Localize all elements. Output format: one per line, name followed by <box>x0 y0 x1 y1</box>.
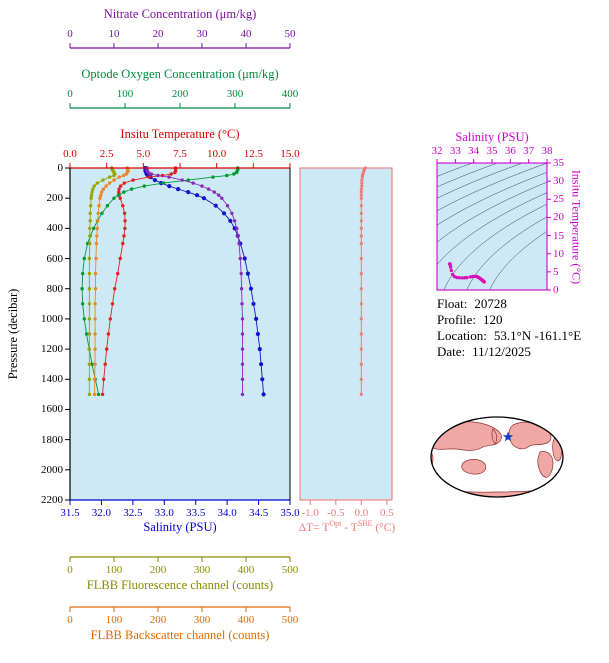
profile-plot-area <box>70 168 290 500</box>
world-map <box>430 416 564 498</box>
ts-markers <box>448 262 486 284</box>
info-profile-value: 120 <box>483 312 503 327</box>
info-date: Date: 11/12/2025 <box>437 344 531 360</box>
info-date-label: Date: <box>437 344 466 359</box>
profile-markers-oxygen <box>80 166 240 397</box>
info-profile: Profile: 120 <box>437 312 503 328</box>
map-continent-australia <box>461 459 487 475</box>
nitrate-axis-title: Nitrate Concentration (μm/kg) <box>103 7 257 21</box>
profile-markers-backscatter <box>92 166 130 397</box>
info-float: Float: 20728 <box>437 296 507 312</box>
info-location-label: Location: <box>437 328 487 343</box>
delta-t-plot-area <box>300 168 392 500</box>
float-location-star <box>502 431 514 442</box>
oxygen-axis-title: Optode Oxygen Concentration (μm/kg) <box>81 67 279 81</box>
info-float-label: Float: <box>437 296 468 311</box>
backscatter-axis-title: FLBB Backscatter channel (counts) <box>90 628 270 642</box>
delta-t-axis-title: ΔT= TOpt - TSBE (°C) <box>286 519 408 534</box>
ts-temperature-axis-title: Insitu Temperature (°C) <box>569 169 584 285</box>
temperature-axis-title: Insitu Temperature (°C) <box>120 127 240 141</box>
fluorescence-axis-title: FLBB Fluorescence channel (counts) <box>86 578 274 592</box>
ts-salinity-axis-title: Salinity (PSU) <box>455 130 529 144</box>
map-continent-greenland <box>548 419 559 429</box>
map-outline <box>430 416 564 498</box>
map-continent-south-america <box>537 451 554 478</box>
delta-t-title-sup-sbe: SBE <box>357 519 373 528</box>
pressure-axis-title: Pressure (decibar) <box>6 288 21 380</box>
profile-markers-temperature <box>100 166 178 397</box>
delta-t-title-part: (°C) <box>372 521 396 534</box>
info-date-value: 11/12/2025 <box>472 344 531 359</box>
delta-t-markers <box>359 166 367 396</box>
delta-t-title-sup-opt: Opt <box>329 519 342 528</box>
profile-markers-fluorescence <box>87 166 117 397</box>
ts-density-contours <box>437 163 547 290</box>
info-location-value: 53.1°N -161.1°E <box>493 328 582 343</box>
info-location: Location: 53.1°N -161.1°E <box>437 328 581 344</box>
profile-markers-nitrate <box>145 166 245 397</box>
ts-plot-area <box>437 163 547 290</box>
info-profile-label: Profile: <box>437 312 476 327</box>
map-continent-kamchatka <box>491 428 498 445</box>
salinity-axis-title: Salinity (PSU) <box>143 520 217 534</box>
delta-t-title-part: - T <box>341 521 358 534</box>
info-float-value: 20728 <box>474 296 507 311</box>
delta-t-title-part: ΔT= T <box>298 521 330 534</box>
